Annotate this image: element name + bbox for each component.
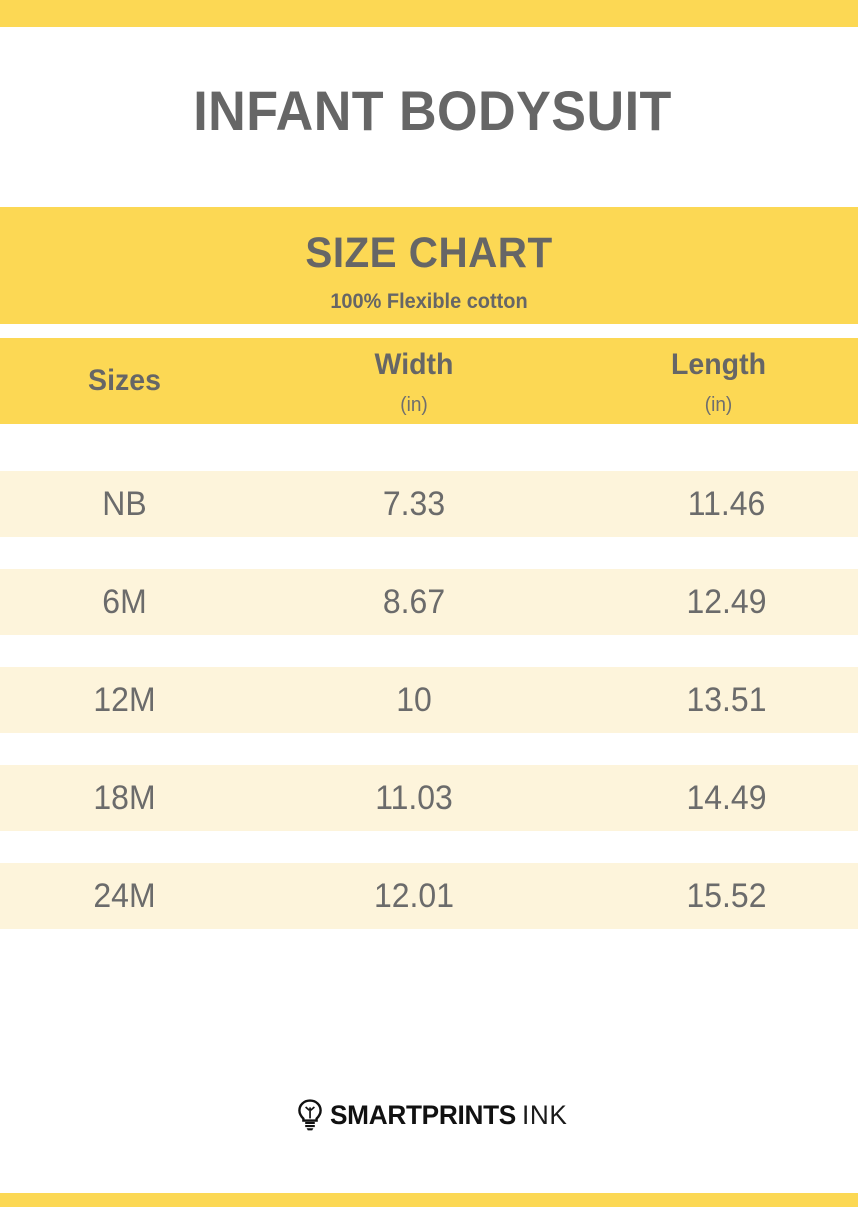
cell-length: 13.51 [686,681,767,719]
size-chart-heading: SIZE CHART [305,229,553,277]
lightbulb-icon [298,1099,323,1131]
table-column-header-row: Sizes Width (in) Length (in) [0,338,858,424]
cell-size: 24M [93,877,156,915]
table-row: 18M 11.03 14.49 [0,765,858,831]
cell-width: 11.03 [375,779,453,817]
column-header-length-label: Length [671,348,766,381]
cell-size: 12M [93,681,156,719]
table-row: 6M 8.67 12.49 [0,569,858,635]
cell-size: 18M [93,779,156,817]
brand-secondary-text: INK [521,1099,568,1130]
top-accent-band [0,0,858,27]
brand-logo: SMARTPRINTS INK [0,1099,865,1131]
cell-length: 15.52 [686,877,767,915]
cell-width: 7.33 [382,485,446,523]
cell-width: 10 [396,681,432,719]
cell-size: NB [102,485,147,523]
column-header-sizes: Sizes [0,338,249,424]
brand-wordmark: SMARTPRINTS INK [330,1099,569,1130]
table-row: 12M 10 13.51 [0,667,858,733]
brand-primary-text: SMARTPRINTS [330,1099,517,1130]
bottom-accent-band [0,1193,858,1207]
cell-width: 12.01 [374,877,454,915]
table-row: 24M 12.01 15.52 [0,863,858,929]
column-header-sizes-label: Sizes [88,364,161,397]
cell-length: 11.46 [687,485,766,523]
size-chart-header-band: SIZE CHART 100% Flexible cotton [0,207,858,324]
cell-length: 14.49 [686,779,767,817]
page-title: INFANT BODYSUIT [193,79,672,142]
column-header-length: Length (in) [579,338,858,424]
column-header-width-label: Width [374,348,454,381]
column-header-length-unit: (in) [704,394,733,416]
cell-size: 6M [102,583,147,621]
cell-width: 8.67 [382,583,446,621]
table-row: NB 7.33 11.46 [0,471,858,537]
size-table-body: NB 7.33 11.46 6M 8.67 12.49 12M 10 13.51… [0,471,858,961]
cell-length: 12.49 [686,583,767,621]
material-subtitle: 100% Flexible cotton [330,290,528,313]
column-header-width-unit: (in) [400,394,428,416]
column-header-width: Width (in) [249,338,579,424]
